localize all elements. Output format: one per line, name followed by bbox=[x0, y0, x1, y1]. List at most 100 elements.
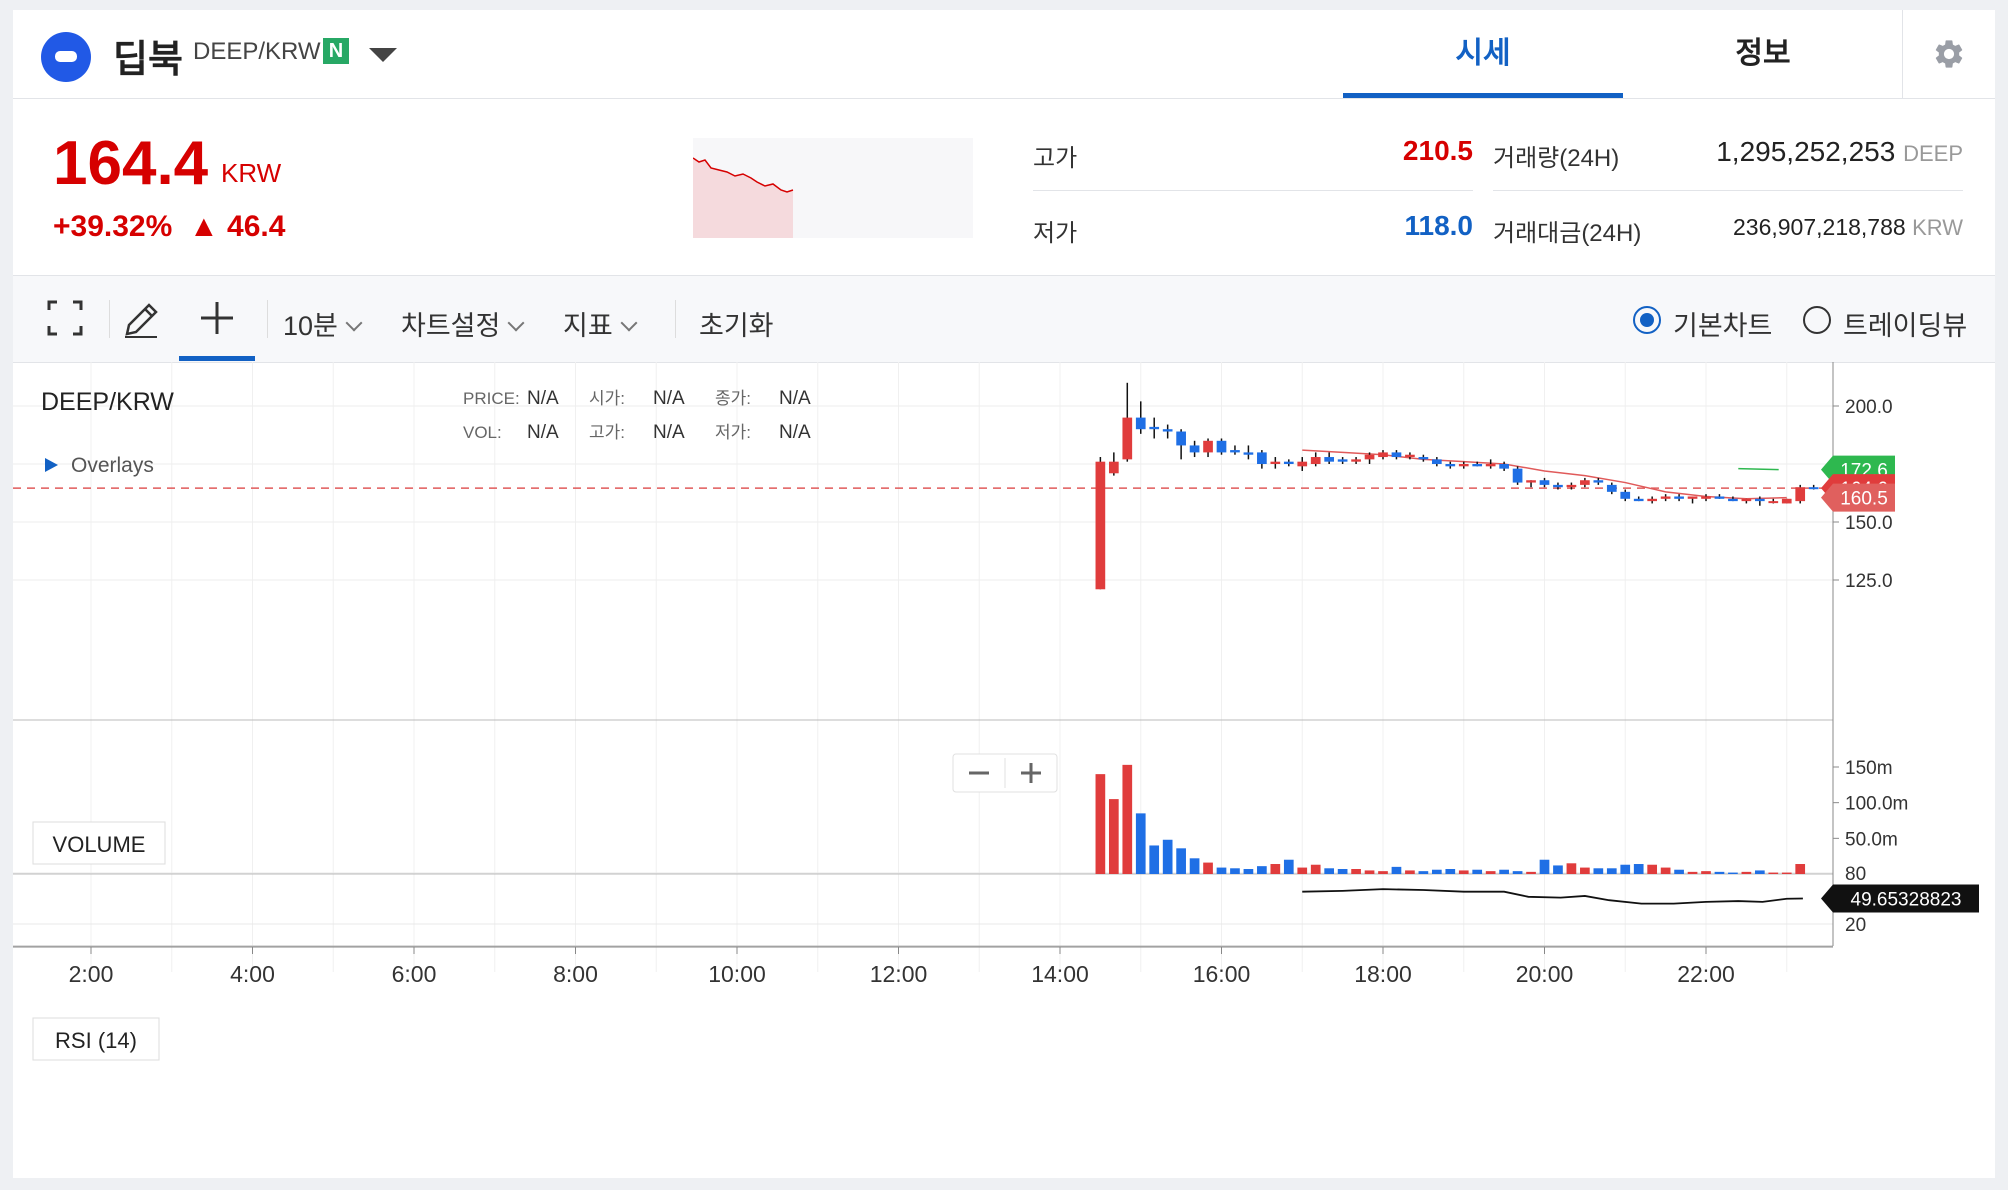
candle-body bbox=[1189, 445, 1200, 453]
volume-bar bbox=[1485, 871, 1496, 874]
indicators-label: 지표 bbox=[563, 311, 613, 341]
volume-tick-label: 100.0m bbox=[1845, 794, 1908, 815]
candle-body bbox=[1135, 417, 1146, 430]
candle-body bbox=[1418, 457, 1429, 460]
high-label: 고가 bbox=[1033, 145, 1078, 172]
volume-bar bbox=[1230, 868, 1240, 874]
volume-bar bbox=[1283, 859, 1294, 874]
candle-body bbox=[1472, 464, 1483, 467]
volume-bar bbox=[1580, 867, 1590, 874]
current-price: 164.4 bbox=[53, 129, 209, 198]
volume-bar bbox=[1095, 774, 1106, 874]
volume-bar bbox=[1149, 845, 1160, 874]
x-tick-label: 12:00 bbox=[870, 961, 928, 987]
coin-dropdown-icon[interactable] bbox=[369, 48, 397, 62]
close-field-value: N/A bbox=[779, 388, 811, 409]
settings-button[interactable] bbox=[1902, 10, 1995, 98]
volume-bar bbox=[1566, 863, 1577, 874]
volume-bar bbox=[1687, 871, 1698, 874]
crosshair-icon[interactable] bbox=[197, 298, 237, 338]
expand-triangle-icon[interactable] bbox=[45, 458, 58, 472]
interval-label: 10분 bbox=[283, 311, 338, 341]
candle-body bbox=[1808, 487, 1819, 490]
x-tick-label: 10:00 bbox=[708, 961, 766, 987]
volume-bar bbox=[1189, 858, 1200, 874]
fullscreen-icon[interactable] bbox=[45, 298, 85, 338]
candle-body bbox=[1324, 457, 1335, 462]
volume-bar bbox=[1499, 869, 1509, 874]
volume-bar bbox=[1270, 864, 1281, 874]
candle-body bbox=[1781, 498, 1792, 504]
volume-bar bbox=[1108, 799, 1119, 874]
candle-body bbox=[1257, 452, 1267, 464]
low-field-label: 저가: bbox=[715, 423, 751, 442]
divider bbox=[1033, 190, 1473, 191]
tab-market-price[interactable]: 시세 bbox=[1343, 10, 1623, 98]
volume-bar bbox=[1364, 870, 1375, 874]
zoom-controls bbox=[952, 753, 1058, 793]
chart-settings-menu[interactable]: 차트설정 bbox=[401, 304, 525, 343]
candle-body bbox=[1580, 480, 1590, 485]
candle-body bbox=[1149, 426, 1160, 430]
indicators-menu[interactable]: 지표 bbox=[563, 304, 638, 343]
turnover-label: 거래대금(24H) bbox=[1493, 220, 1642, 247]
change-rate: +39.32% bbox=[53, 210, 173, 243]
volume-bar bbox=[1176, 848, 1186, 874]
volume-bar bbox=[1781, 872, 1792, 874]
candle-body bbox=[1539, 480, 1550, 485]
candle-body bbox=[1660, 496, 1671, 499]
candle-body bbox=[1270, 461, 1281, 464]
candle-body bbox=[1176, 431, 1186, 446]
low-label: 저가 bbox=[1033, 220, 1078, 247]
y-tick-label: 200.0 bbox=[1845, 397, 1893, 418]
volume-bar bbox=[1257, 866, 1267, 874]
candle-body bbox=[1391, 452, 1402, 458]
volume-bar bbox=[1741, 871, 1752, 874]
overlays-toggle[interactable]: Overlays bbox=[71, 454, 154, 477]
interval-select[interactable]: 10분 bbox=[283, 304, 363, 343]
pencil-icon[interactable] bbox=[119, 298, 163, 342]
coin-logo-icon bbox=[41, 32, 91, 82]
volume-bar bbox=[1539, 859, 1550, 874]
volume-bar bbox=[1795, 864, 1806, 874]
candle-body bbox=[1606, 484, 1617, 492]
volume-bar bbox=[1768, 872, 1779, 874]
low-field-value: N/A bbox=[779, 422, 811, 443]
rsi-tick-label: 80 bbox=[1845, 864, 1866, 885]
volume-tick-label: 150m bbox=[1845, 758, 1893, 779]
volume-bar bbox=[1203, 862, 1213, 874]
price-field-label: PRICE: bbox=[463, 389, 520, 408]
price-chart[interactable]: 200.0175.0150.0125.0150m100.0m50.0m80202… bbox=[13, 362, 1995, 1178]
volume-bar bbox=[1431, 869, 1442, 874]
candle-body bbox=[1230, 450, 1240, 453]
candle-body bbox=[1647, 498, 1658, 502]
candle-body bbox=[1593, 480, 1604, 483]
volume-bar bbox=[1122, 764, 1133, 874]
tradingview-label[interactable]: 트레이딩뷰 bbox=[1843, 311, 1968, 341]
candle-body bbox=[1741, 498, 1752, 502]
tradingview-radio[interactable] bbox=[1803, 306, 1831, 334]
tab-info[interactable]: 정보 bbox=[1735, 37, 1791, 70]
close-field-label: 종가: bbox=[715, 389, 751, 408]
volume-bar bbox=[1526, 871, 1536, 874]
reset-button[interactable]: 초기화 bbox=[699, 311, 774, 341]
basic-chart-label[interactable]: 기본차트 bbox=[1673, 311, 1773, 341]
separator bbox=[267, 300, 268, 338]
candle-body bbox=[1512, 468, 1523, 483]
zoom-in-icon[interactable] bbox=[1021, 763, 1041, 783]
volume-bar bbox=[1378, 871, 1388, 874]
candle-body bbox=[1310, 457, 1321, 464]
price-tag-label: 160.5 bbox=[1840, 489, 1888, 510]
volume-bar bbox=[1216, 867, 1227, 874]
chart-area[interactable]: 200.0175.0150.0125.0150m100.0m50.0m80202… bbox=[13, 362, 1995, 1178]
volume-bar bbox=[1324, 868, 1335, 874]
candle-body bbox=[1566, 484, 1577, 488]
basic-chart-radio[interactable] bbox=[1633, 306, 1661, 334]
candle-body bbox=[1485, 464, 1496, 467]
open-field-label: 시가: bbox=[589, 389, 625, 408]
high-value: 210.5 bbox=[1402, 135, 1473, 166]
rsi-pane-box bbox=[32, 1017, 160, 1061]
volume-bar bbox=[1391, 866, 1402, 874]
chart-symbol: DEEP/KRW bbox=[41, 388, 174, 416]
volume-pane-box bbox=[32, 821, 166, 865]
